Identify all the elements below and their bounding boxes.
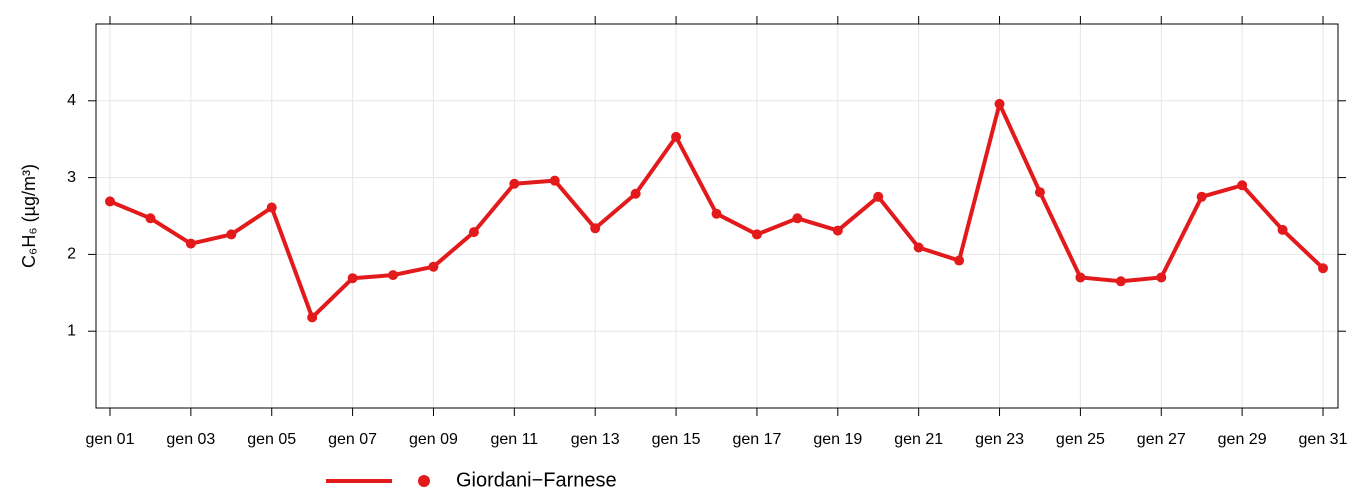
data-point <box>105 196 115 207</box>
data-point <box>468 227 479 238</box>
x-tick-label: gen 29 <box>1218 431 1267 448</box>
data-point <box>751 229 762 240</box>
x-tick-label: gen 31 <box>1299 431 1348 448</box>
x-tick-label: gen 23 <box>975 431 1024 448</box>
data-point <box>873 191 884 202</box>
data-point <box>145 213 156 224</box>
data-point <box>671 131 682 142</box>
x-tick-label: gen 07 <box>328 431 377 448</box>
data-point <box>226 229 237 240</box>
legend-marker <box>418 475 430 487</box>
data-point <box>792 213 803 224</box>
x-tick-label: gen 25 <box>1056 431 1105 448</box>
y-axis-label: C₆H₆ (µg/m³) <box>19 164 39 268</box>
x-tick-label: gen 19 <box>813 431 862 448</box>
data-point <box>913 242 924 253</box>
data-point <box>1034 187 1045 198</box>
y-tick-label: 2 <box>67 246 76 263</box>
y-tick-label: 3 <box>67 169 76 186</box>
x-tick-label: gen 05 <box>247 431 296 448</box>
x-tick-label: gen 21 <box>894 431 943 448</box>
data-point <box>1277 224 1288 235</box>
data-point <box>1115 276 1126 287</box>
data-point <box>832 225 843 236</box>
data-point <box>994 98 1005 109</box>
data-point <box>590 223 601 234</box>
data-point <box>1075 272 1086 283</box>
legend-label: Giordani−Farnese <box>456 469 617 488</box>
x-tick-label: gen 03 <box>166 431 215 448</box>
data-point <box>388 270 399 281</box>
data-point <box>549 175 560 186</box>
x-tick-label: gen 13 <box>571 431 620 448</box>
data-point <box>1318 263 1328 274</box>
x-tick-label: gen 01 <box>86 431 135 448</box>
y-tick-label: 1 <box>67 322 76 339</box>
data-point <box>1156 272 1167 283</box>
x-tick-label: gen 27 <box>1137 431 1186 448</box>
data-point <box>711 208 722 219</box>
data-point <box>266 202 277 213</box>
y-tick-label: 4 <box>67 92 76 109</box>
data-point <box>509 178 520 189</box>
data-point <box>185 238 196 249</box>
x-tick-label: gen 17 <box>732 431 781 448</box>
data-point <box>307 312 318 323</box>
x-tick-label: gen 15 <box>652 431 701 448</box>
data-point <box>428 261 439 272</box>
data-point <box>347 273 358 284</box>
data-point <box>630 188 641 199</box>
x-tick-label: gen 09 <box>409 431 458 448</box>
data-point <box>954 255 965 266</box>
x-tick-label: gen 11 <box>490 431 538 448</box>
data-point <box>1237 180 1248 191</box>
plot-frame <box>95 23 1339 409</box>
data-point <box>1196 191 1207 202</box>
